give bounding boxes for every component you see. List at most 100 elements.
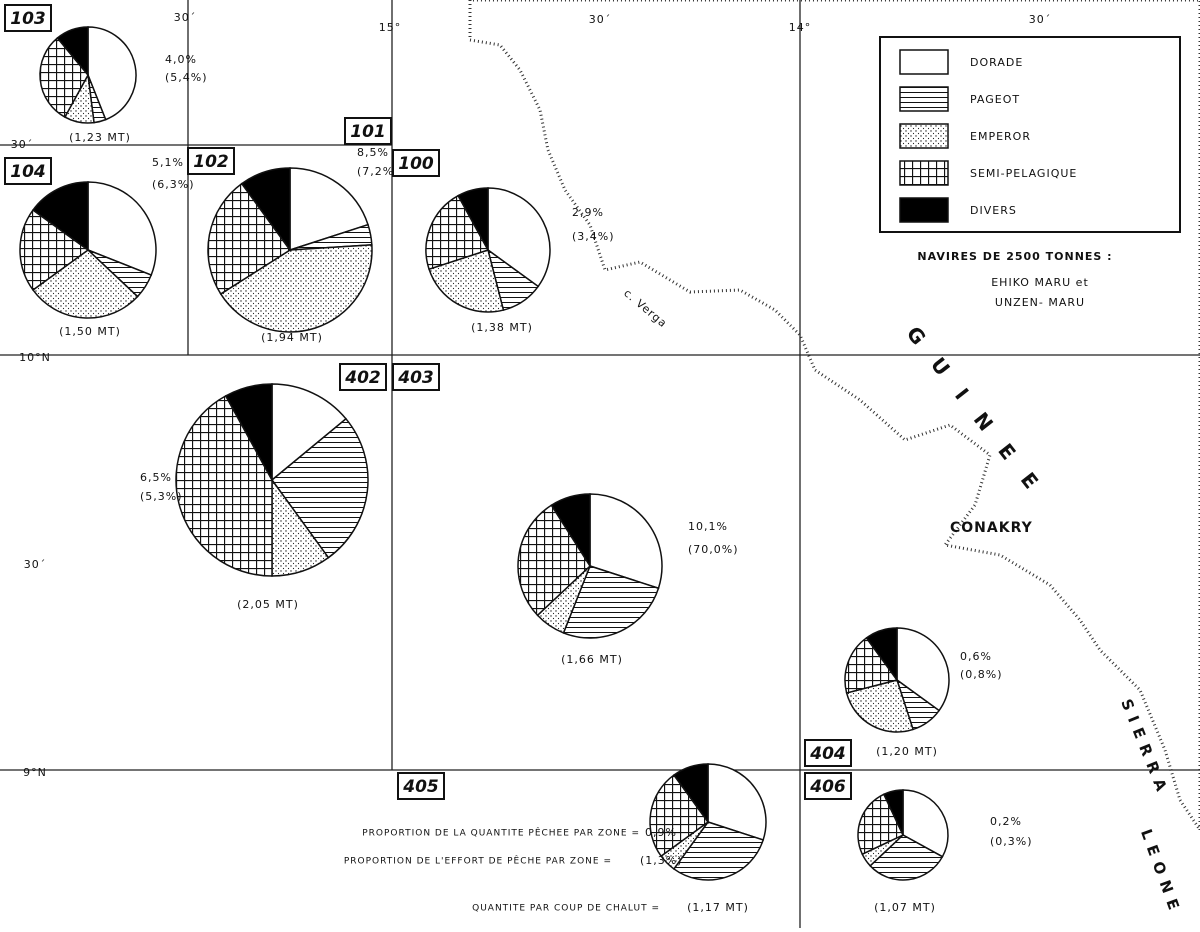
zone-box	[804, 739, 852, 767]
effort-share: (0,3%)	[990, 835, 1033, 848]
zone-box	[392, 363, 440, 391]
pie-slice	[902, 789, 949, 858]
pie-slice	[31, 249, 139, 319]
effort-share: (7,2%)	[357, 165, 400, 178]
legend-label: SEMI-PELAGIQUE	[970, 167, 1077, 180]
vessel: UNZEN- MARU	[995, 296, 1085, 309]
zone-box	[187, 147, 235, 175]
catch-per-haul: (1,94 MT)	[261, 331, 323, 344]
legend-label: DIVERS	[970, 204, 1017, 217]
zone-label: 404	[809, 744, 846, 764]
pie-slice	[87, 26, 137, 121]
zone-label: 403	[397, 368, 434, 388]
zone: 100 2,9% (3,4%) (1,38 MT)	[392, 149, 615, 334]
zone-box	[339, 363, 387, 391]
legend-swatch	[899, 197, 949, 223]
pie-slice	[517, 504, 591, 617]
catch-share: 0,9%	[645, 826, 677, 839]
lon-label: 30´	[174, 11, 197, 24]
pie-slice	[175, 394, 273, 577]
catch-per-haul: (1,66 MT)	[561, 653, 623, 666]
pie-slice	[857, 793, 904, 856]
pie-slice	[31, 181, 89, 252]
city-label: CONAKRY	[950, 520, 1033, 536]
pie-slice	[425, 194, 490, 271]
zone: 402 6,5% (5,3%) (2,05 MT)	[140, 363, 387, 611]
zone-label: 101	[350, 122, 386, 142]
note: PROPORTION DE L'EFFORT DE PÊCHE PAR ZONE…	[344, 855, 612, 867]
pie-slice	[844, 636, 899, 694]
lon-label: 30´	[589, 13, 612, 26]
pie-slice	[289, 167, 369, 252]
catch-share: 2,9%	[572, 206, 604, 219]
effort-share: (5,4%)	[165, 71, 208, 84]
lat-label: 10°N	[19, 351, 51, 364]
pie-slice	[562, 565, 660, 639]
zone-label: 104	[10, 162, 46, 182]
catch-per-haul: (1,20 MT)	[876, 745, 938, 758]
pie-slice	[896, 627, 950, 712]
lon-label: 14°	[789, 21, 812, 34]
legend-label: PAGEOT	[970, 93, 1020, 106]
zone: 406 0,2% (0,3%) (1,07 MT)	[804, 772, 1033, 914]
pie-slice	[87, 181, 157, 277]
legend-title: NAVIRES DE 2500 TONNES :	[917, 250, 1112, 263]
lat-label: 30´	[11, 138, 34, 151]
pie-slice	[271, 383, 348, 482]
lon-label: 30´	[1029, 13, 1052, 26]
zone: 102 8,5% (7,2%) (1,94 MT)	[187, 146, 400, 344]
pie-slice	[39, 36, 89, 119]
zone-label: 103	[10, 9, 46, 29]
catch-share: 10,1%	[688, 520, 728, 533]
pie-slice	[428, 249, 505, 313]
effort-share: (3,4%)	[572, 230, 615, 243]
effort-share: (70,0%)	[688, 543, 739, 556]
effort-share: (1,3%)	[640, 854, 683, 867]
legend-swatch	[899, 49, 949, 75]
zone-box	[397, 772, 445, 800]
zone: 404 0,6% (0,8%) (1,20 MT)	[804, 627, 1002, 767]
zone-label: 405	[402, 777, 439, 797]
pie-slice	[19, 208, 90, 292]
vessel: EHIKO MARU et	[991, 276, 1089, 289]
pie-slice	[56, 26, 89, 78]
lat-label: 30´	[24, 558, 47, 571]
pie-slice	[869, 834, 944, 881]
pie-slice	[672, 763, 709, 825]
pie-slice	[219, 244, 373, 333]
zone-box	[804, 772, 852, 800]
pie-slice	[240, 167, 291, 253]
pie-slice	[457, 187, 489, 251]
zone-label: 102	[193, 152, 229, 172]
zones: 103 4,0% (5,4%) (1,23 MT) 104 5,1% (6,3%) (1,50…	[4, 4, 1033, 914]
zone: 103 4,0% (5,4%) (1,23 MT)	[4, 4, 208, 144]
note: PROPORTION DE LA QUANTITE PÊCHEE PAR ZON…	[362, 827, 640, 839]
zone: 101	[344, 117, 392, 145]
effort-share: (6,3%)	[152, 178, 195, 191]
pie-slice	[649, 774, 710, 858]
pie-slice	[589, 493, 663, 590]
note: QUANTITE PAR COUP DE CHALUT =	[472, 904, 660, 914]
legend-label: EMPEROR	[970, 130, 1031, 143]
lat-label: 9°N	[23, 766, 47, 779]
catch-share: 0,6%	[960, 650, 992, 663]
catch-share: 4,0%	[165, 53, 197, 66]
effort-share: (5,3%)	[140, 490, 183, 503]
catch-per-haul: (1,50 MT)	[59, 325, 121, 338]
zone-box	[4, 157, 52, 185]
lon-label: 15°	[379, 21, 402, 34]
zone-label: 100	[398, 154, 434, 174]
catch-per-haul: (1,38 MT)	[471, 321, 533, 334]
zone: 405 0,9% (1,3%) (1,17 MT)	[397, 763, 767, 914]
pie-slice	[865, 627, 898, 683]
zone-box	[344, 117, 392, 145]
catch-per-haul: (2,05 MT)	[237, 598, 299, 611]
catch-per-haul: (1,23 MT)	[69, 131, 131, 144]
pie-slice	[224, 383, 273, 481]
pie-slice	[550, 493, 591, 569]
legend-swatch	[899, 123, 949, 149]
zone: 403 10,1% (70,0%) (1,66 MT)	[392, 363, 739, 666]
catch-share: 5,1%	[152, 156, 184, 169]
catch-per-haul: (1,07 MT)	[874, 901, 936, 914]
